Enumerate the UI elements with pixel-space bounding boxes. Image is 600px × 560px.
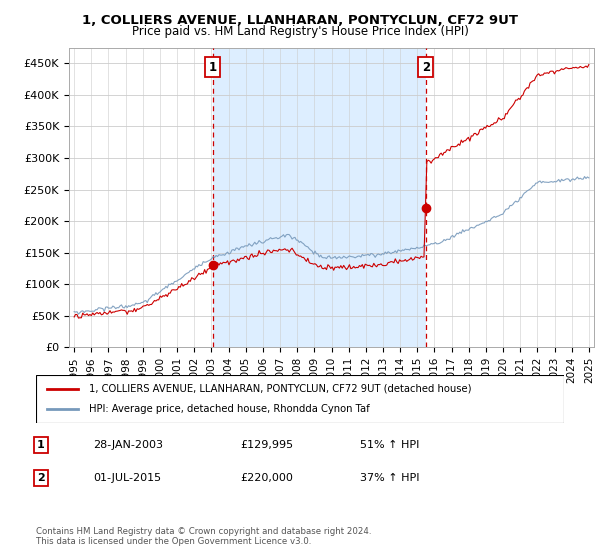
Text: 1: 1 (209, 60, 217, 73)
Text: Price paid vs. HM Land Registry's House Price Index (HPI): Price paid vs. HM Land Registry's House … (131, 25, 469, 38)
Text: 1, COLLIERS AVENUE, LLANHARAN, PONTYCLUN, CF72 9UT (detached house): 1, COLLIERS AVENUE, LLANHARAN, PONTYCLUN… (89, 384, 472, 394)
Text: 01-JUL-2015: 01-JUL-2015 (93, 473, 161, 483)
Text: 28-JAN-2003: 28-JAN-2003 (93, 440, 163, 450)
Text: 1: 1 (37, 440, 44, 450)
Text: 1, COLLIERS AVENUE, LLANHARAN, PONTYCLUN, CF72 9UT: 1, COLLIERS AVENUE, LLANHARAN, PONTYCLUN… (82, 14, 518, 27)
Text: £129,995: £129,995 (240, 440, 293, 450)
FancyBboxPatch shape (36, 375, 564, 423)
Text: 37% ↑ HPI: 37% ↑ HPI (360, 473, 419, 483)
Text: Contains HM Land Registry data © Crown copyright and database right 2024.
This d: Contains HM Land Registry data © Crown c… (36, 526, 371, 546)
Text: HPI: Average price, detached house, Rhondda Cynon Taf: HPI: Average price, detached house, Rhon… (89, 404, 370, 414)
Bar (213, 48, 426, 347)
Text: 2: 2 (422, 60, 430, 73)
Text: £220,000: £220,000 (240, 473, 293, 483)
Text: 2: 2 (37, 473, 44, 483)
Text: 51% ↑ HPI: 51% ↑ HPI (360, 440, 419, 450)
